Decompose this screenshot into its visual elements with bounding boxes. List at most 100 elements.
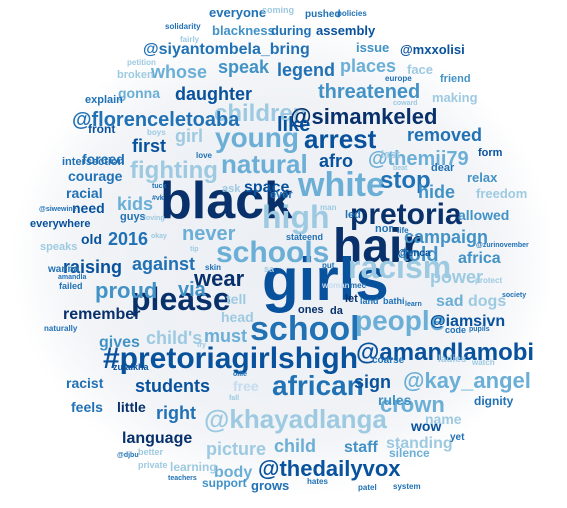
- word-35: daughter: [175, 84, 252, 104]
- word-20: arrest: [304, 124, 377, 154]
- word-76: racial: [66, 185, 103, 201]
- word-138: woman: [321, 281, 350, 290]
- word-53: must: [204, 326, 247, 346]
- word-165: better: [138, 447, 164, 457]
- word-84: tell: [226, 291, 246, 307]
- word-42: kids: [117, 194, 153, 214]
- word-56: remember: [63, 306, 140, 323]
- word-83: head: [221, 309, 254, 325]
- word-10: people: [355, 305, 445, 336]
- word-82: free: [233, 378, 259, 394]
- word-65: dogs: [468, 293, 506, 310]
- word-113: ever: [270, 189, 293, 201]
- word-7: high: [262, 199, 330, 235]
- word-134: love: [196, 151, 213, 160]
- word-4: white: [297, 166, 385, 204]
- word-80: feels: [71, 399, 103, 415]
- word-110: last: [381, 149, 400, 161]
- word-74: courage: [68, 168, 123, 184]
- word-109: dear: [431, 162, 455, 174]
- word-54: child's: [146, 328, 202, 348]
- word-79: racist: [66, 375, 104, 391]
- word-68: staff: [344, 439, 378, 456]
- word-97: learning: [170, 460, 217, 474]
- word-140: state: [286, 232, 307, 242]
- word-118: let: [345, 293, 358, 305]
- word-154: zulaikha: [113, 362, 150, 372]
- word-49: raising: [63, 257, 122, 277]
- word-106: broken: [117, 69, 154, 81]
- word-162: ollie: [233, 371, 247, 378]
- word-103: speaks: [40, 241, 77, 253]
- word-156: code: [445, 325, 466, 335]
- word-23: @thedailyvox: [258, 456, 401, 481]
- word-131: europe: [385, 74, 412, 83]
- word-163: try: [197, 342, 206, 349]
- word-12: african: [272, 370, 364, 401]
- word-150: @siwewine: [39, 206, 77, 213]
- word-152: failed: [59, 281, 83, 291]
- word-142: life: [397, 226, 409, 235]
- word-70: rules: [378, 392, 412, 408]
- word-112: nor: [375, 223, 393, 235]
- word-101: intersection: [62, 156, 125, 168]
- word-94: freedom: [476, 186, 527, 201]
- word-137: put: [322, 261, 335, 270]
- word-121: coarse: [372, 355, 405, 366]
- word-44: removed: [407, 125, 482, 145]
- word-34: @siyantombela_bring: [143, 41, 310, 58]
- word-43: girl: [175, 126, 203, 146]
- word-50: power: [430, 267, 483, 287]
- word-133: boys: [147, 128, 166, 137]
- word-60: language: [122, 430, 192, 447]
- word-159: protect: [475, 276, 502, 285]
- word-167: @djbu: [117, 452, 139, 459]
- word-37: legend: [277, 60, 335, 80]
- word-116: ones: [298, 304, 324, 316]
- word-95: grows: [251, 478, 289, 493]
- word-22: @kay_angel: [403, 368, 531, 393]
- word-155: pupils: [469, 326, 490, 333]
- word-72: name: [425, 411, 462, 427]
- word-143: sa: [264, 264, 275, 274]
- word-57: right: [156, 403, 196, 423]
- word-47: against: [132, 254, 195, 274]
- word-58: picture: [206, 439, 266, 459]
- word-157: watch: [471, 358, 495, 367]
- word-169: hates: [307, 477, 328, 486]
- word-59: child: [274, 436, 316, 456]
- word-117: da: [330, 305, 344, 317]
- word-61: body: [214, 464, 252, 481]
- word-107: friend: [440, 73, 471, 85]
- word-9: schools: [216, 236, 329, 269]
- word-45: afro: [319, 151, 353, 171]
- word-115: ask: [222, 183, 241, 195]
- word-38: places: [340, 56, 396, 76]
- word-55: students: [135, 376, 210, 396]
- word-14: young: [215, 122, 299, 153]
- word-0: girls: [262, 246, 389, 313]
- word-21: stop: [380, 167, 431, 194]
- word-66: space: [244, 179, 289, 196]
- word-171: system: [393, 482, 421, 491]
- word-161: learn: [405, 301, 422, 308]
- word-30: via: [178, 279, 207, 301]
- word-16: @simamkeled: [290, 104, 437, 129]
- word-129: fairly: [180, 35, 200, 44]
- word-128: solidarity: [165, 22, 201, 31]
- word-91: face: [407, 62, 433, 77]
- word-2: hair: [333, 220, 421, 273]
- word-130: petition: [127, 58, 156, 67]
- word-141: end: [307, 232, 323, 242]
- word-28: never: [182, 223, 236, 245]
- word-71: wow: [410, 418, 441, 434]
- word-88: during: [271, 23, 311, 38]
- word-147: tuck: [152, 183, 167, 190]
- word-102: everywhere: [30, 218, 91, 230]
- word-41: first: [132, 136, 166, 156]
- word-153: naturally: [44, 324, 78, 333]
- word-96: support: [202, 476, 247, 490]
- word-89: issue: [356, 40, 389, 55]
- word-144: skin: [205, 263, 221, 272]
- word-51: africa: [458, 250, 501, 267]
